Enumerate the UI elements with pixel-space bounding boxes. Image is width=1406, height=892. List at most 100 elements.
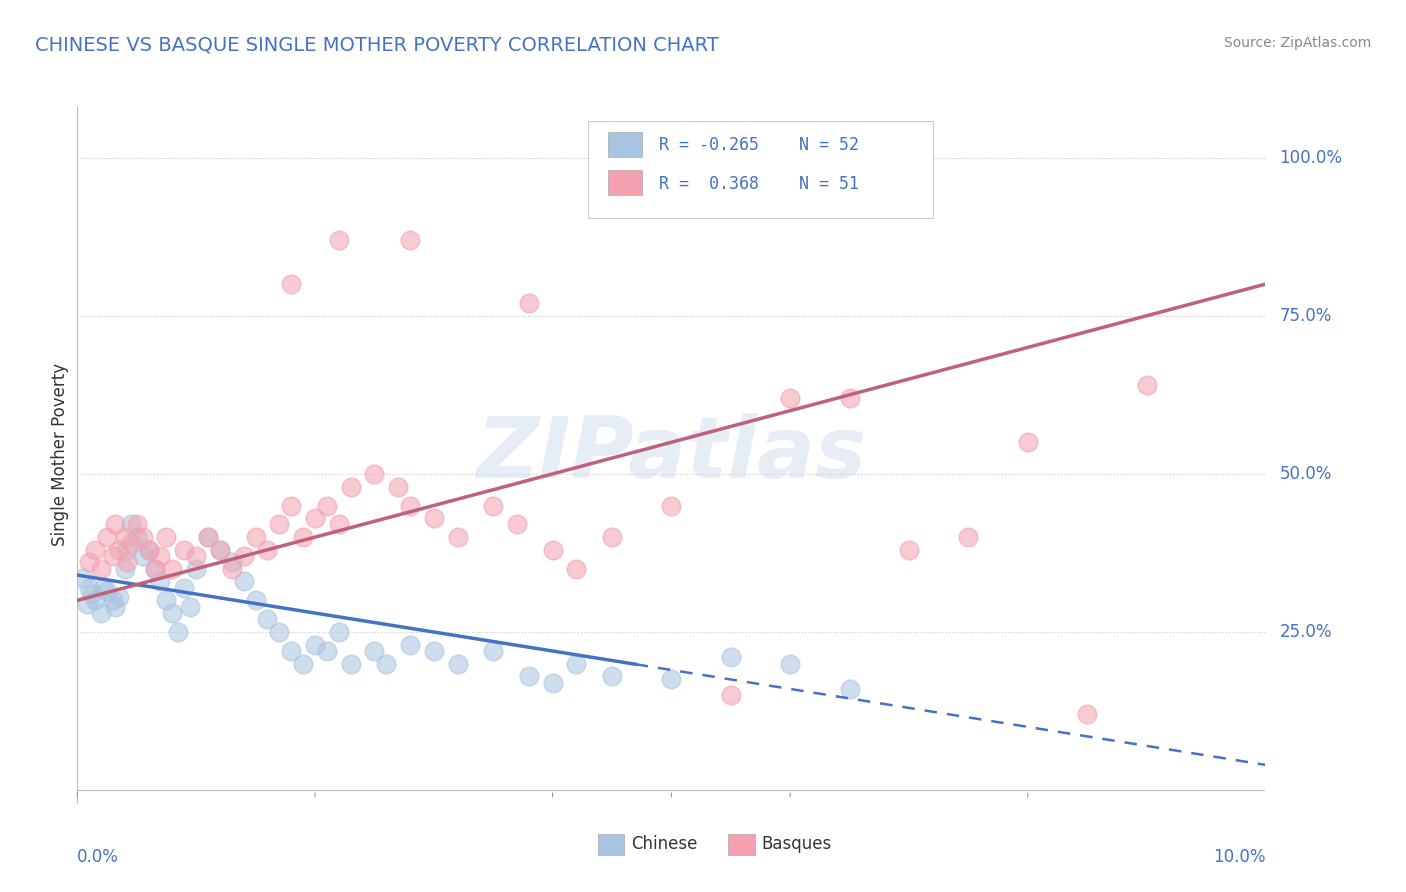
Point [304, 638, 326, 652]
Text: 10.0%: 10.0% [1213, 848, 1265, 866]
Point [779, 391, 801, 405]
Point [315, 499, 337, 513]
Text: 100.0%: 100.0% [1279, 149, 1343, 167]
FancyBboxPatch shape [728, 834, 755, 855]
Point [328, 233, 350, 247]
Point [482, 644, 505, 658]
Point [108, 542, 131, 557]
Point [1135, 378, 1157, 392]
Point [84, 593, 107, 607]
Point [143, 562, 166, 576]
Point [149, 549, 172, 563]
Point [197, 530, 219, 544]
Point [269, 517, 291, 532]
Point [838, 391, 860, 405]
Point [131, 549, 153, 563]
Point [93, 581, 115, 595]
Point [197, 530, 219, 544]
Point [720, 650, 742, 665]
Point [363, 644, 385, 658]
Text: 75.0%: 75.0% [1279, 307, 1331, 325]
Point [77, 556, 100, 570]
Point [387, 479, 409, 493]
Point [125, 517, 148, 532]
Point [131, 530, 153, 544]
FancyBboxPatch shape [588, 121, 932, 219]
Point [232, 549, 254, 563]
Point [256, 542, 278, 557]
Point [232, 574, 254, 589]
Point [1017, 435, 1039, 450]
Point [399, 638, 422, 652]
Text: 50.0%: 50.0% [1279, 465, 1331, 483]
Point [84, 542, 107, 557]
Point [101, 593, 124, 607]
Point [280, 644, 302, 658]
Point [186, 562, 208, 576]
Point [600, 530, 623, 544]
Point [292, 530, 315, 544]
Point [399, 233, 422, 247]
Point [104, 517, 127, 532]
Point [120, 517, 142, 532]
Point [838, 681, 860, 696]
Point [80, 587, 103, 601]
Text: Basques: Basques [762, 835, 832, 853]
Point [280, 277, 302, 292]
Y-axis label: Single Mother Poverty: Single Mother Poverty [51, 363, 69, 547]
Text: 25.0%: 25.0% [1279, 623, 1331, 641]
Text: ZIPatlas: ZIPatlas [477, 413, 866, 497]
Point [155, 593, 177, 607]
Point [162, 562, 184, 576]
Point [517, 296, 540, 310]
Point [363, 467, 385, 481]
Point [422, 511, 444, 525]
Point [779, 657, 801, 671]
Point [179, 599, 201, 614]
Point [221, 562, 243, 576]
Point [245, 530, 267, 544]
Point [138, 542, 160, 557]
Point [339, 657, 361, 671]
Point [328, 517, 350, 532]
Text: Chinese: Chinese [631, 835, 697, 853]
Text: R =  0.368    N = 51: R = 0.368 N = 51 [659, 175, 859, 193]
Point [422, 644, 444, 658]
Point [339, 479, 361, 493]
Point [245, 593, 267, 607]
Point [541, 542, 564, 557]
FancyBboxPatch shape [609, 132, 641, 157]
Point [957, 530, 980, 544]
Point [269, 625, 291, 640]
Point [399, 499, 422, 513]
Point [143, 562, 166, 576]
Point [446, 657, 468, 671]
Point [115, 556, 138, 570]
Point [208, 542, 231, 557]
Point [167, 625, 190, 640]
Point [77, 581, 100, 595]
Text: R = -0.265    N = 52: R = -0.265 N = 52 [659, 136, 859, 154]
Text: Source: ZipAtlas.com: Source: ZipAtlas.com [1223, 36, 1371, 50]
Point [600, 669, 623, 683]
Point [120, 536, 142, 550]
Point [108, 591, 131, 605]
Point [541, 675, 564, 690]
Point [661, 673, 683, 687]
Point [517, 669, 540, 683]
Point [186, 549, 208, 563]
Point [315, 644, 337, 658]
Point [898, 542, 921, 557]
Point [162, 606, 184, 620]
Point [208, 542, 231, 557]
Point [292, 657, 315, 671]
Point [173, 581, 195, 595]
Point [104, 599, 127, 614]
Point [565, 657, 588, 671]
Point [115, 542, 138, 557]
Point [328, 625, 350, 640]
Point [114, 562, 136, 576]
Point [565, 562, 588, 576]
FancyBboxPatch shape [609, 170, 641, 195]
Point [720, 688, 742, 702]
